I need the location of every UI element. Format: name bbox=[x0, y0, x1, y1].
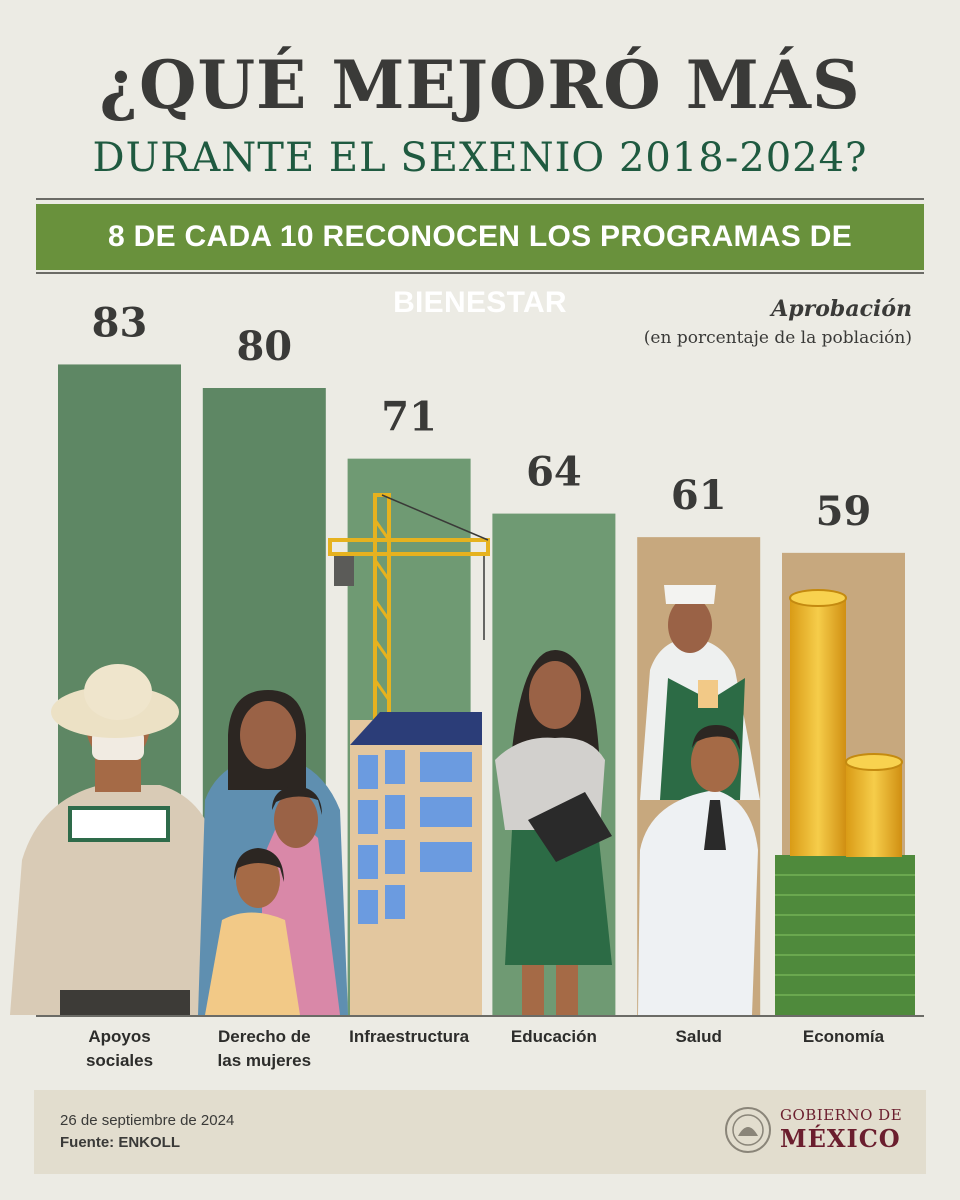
coins-money-illustration bbox=[775, 589, 915, 1015]
government-label: GOBIERNO DE bbox=[780, 1106, 903, 1124]
divider-top bbox=[36, 198, 924, 200]
headline-banner: 8 DE CADA 10 RECONOCEN LOS PROGRAMAS DE … bbox=[36, 204, 924, 319]
footer-date: 26 de septiembre de 2024 bbox=[60, 1112, 235, 1129]
value-label-2: 71 bbox=[381, 394, 437, 441]
farmer-illustration bbox=[10, 664, 218, 1015]
value-label-3: 64 bbox=[526, 449, 582, 496]
value-label-1: 80 bbox=[236, 323, 292, 370]
divider-bottom bbox=[36, 272, 924, 274]
value-label-5: 59 bbox=[816, 488, 872, 535]
approval-bar-chart: 83 Apoyos sociales 80 Derecho de las mujeres 7… bbox=[10, 299, 924, 1070]
student-illustration bbox=[495, 650, 612, 1015]
health-workers-illustration bbox=[638, 585, 760, 1015]
crane-building-illustration bbox=[328, 493, 490, 1015]
footer: 26 de septiembre de 2024 Fuente: ENKOLL … bbox=[34, 1090, 926, 1174]
value-label-0: 83 bbox=[92, 299, 148, 346]
category-label-5-0: Economía bbox=[803, 1027, 885, 1046]
category-label-1-0: Derecho de bbox=[218, 1027, 311, 1046]
coat-of-arms-icon bbox=[725, 1107, 771, 1153]
category-label-3-0: Educación bbox=[511, 1027, 597, 1046]
women-illustration bbox=[198, 690, 348, 1015]
footer-source: Fuente: ENKOLL bbox=[60, 1134, 180, 1151]
labels-layer: 83 Apoyos sociales 80 Derecho de las mujeres 7… bbox=[86, 299, 885, 1070]
government-country: MÉXICO bbox=[780, 1124, 901, 1153]
category-label-0-1: sociales bbox=[86, 1051, 153, 1070]
category-label-0-0: Apoyos bbox=[88, 1027, 150, 1046]
legend-title: Aprobación bbox=[771, 296, 912, 322]
value-label-4: 61 bbox=[671, 472, 727, 519]
page-title: ¿QUÉ MEJORÓ MÁS bbox=[99, 46, 861, 124]
category-label-1-1: las mujeres bbox=[218, 1051, 312, 1070]
page-subtitle: DURANTE EL SEXENIO 2018-2024? bbox=[92, 135, 868, 181]
category-label-2-0: Infraestructura bbox=[349, 1027, 470, 1046]
legend-subtitle: (en porcentaje de la población) bbox=[643, 328, 912, 348]
category-label-4-0: Salud bbox=[676, 1027, 722, 1046]
